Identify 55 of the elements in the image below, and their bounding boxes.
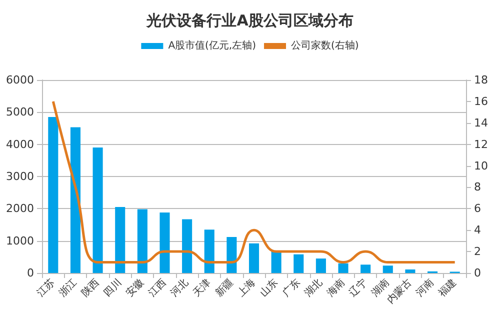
bar [70,127,80,273]
bar [115,207,126,273]
y2-tick-label: 14 [474,116,488,130]
y2-tick-label: 16 [474,94,488,108]
bar [48,116,58,273]
x-tick-label: 安徽 [124,276,146,300]
x-tick-label: 天津 [190,276,214,300]
bar [204,230,214,273]
bar [92,148,103,273]
bar [182,219,192,273]
y-tick-label: 5000 [6,106,34,119]
y2-tick-label: 12 [474,138,488,151]
y-tick-label: 0 [27,266,34,280]
y-tick-label: 6000 [6,74,34,86]
bar [137,209,148,273]
legend-label: A股市值(亿元,左轴) [168,40,256,52]
bar [248,243,260,273]
y2-tick-label: 4 [474,224,481,237]
x-tick-label: 广东 [280,276,303,300]
bar [405,269,416,273]
bar [382,266,393,273]
y-tick-label: 1000 [6,234,34,248]
x-tick-label: 河南 [414,276,436,300]
bar [160,212,170,273]
x-tick-label: 陕西 [79,276,102,300]
y2-tick-label: 10 [474,159,488,172]
x-tick-label: 江西 [146,276,169,300]
y-tick-label: 2000 [6,202,34,216]
bar [271,251,282,273]
legend-label: 公司家数(右轴) [291,40,359,52]
x-tick-label: 山东 [258,276,280,300]
x-tick-label: 浙江 [56,276,80,300]
bar [360,264,371,273]
x-tick-label: 湖北 [302,276,325,300]
x-tick-label: 福建 [436,276,459,300]
y2-tick-label: 8 [474,180,481,194]
bar [316,258,326,273]
x-tick-label: 河北 [168,276,191,300]
x-tick-label: 四川 [101,276,124,300]
x-tick-label: 海南 [324,276,348,300]
line-series [52,100,456,264]
bar [338,263,348,273]
chart-title: 光伏设备行业A股公司区域分布 [146,12,354,30]
x-tick-label: 江苏 [34,276,58,300]
y-tick-label: 4000 [6,138,34,151]
y-tick-label: 3000 [6,170,34,183]
x-tick-label: 新疆 [212,276,236,300]
bar [226,236,237,273]
bar [294,254,304,273]
y2-tick-label: 18 [474,74,488,86]
x-tick-label: 上海 [235,276,258,300]
y2-tick-label: 2 [474,245,481,258]
y2-tick-label: 6 [474,202,481,216]
y2-tick-label: 0 [474,266,481,280]
x-tick-label: 辽宁 [346,276,370,300]
